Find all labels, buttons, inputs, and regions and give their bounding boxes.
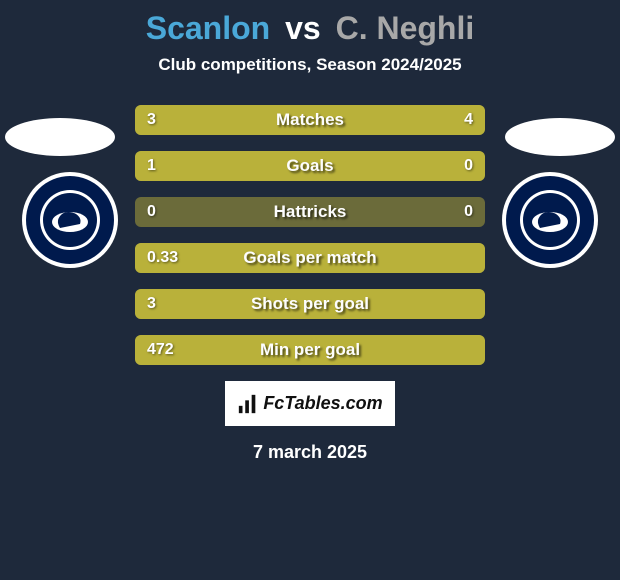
stat-row: Min per goal472 [135,335,485,365]
stat-value-left: 0 [147,197,156,227]
stat-row: Shots per goal3 [135,289,485,319]
stat-label: Shots per goal [135,289,485,319]
stat-value-left: 3 [147,289,156,319]
stat-label: Goals per match [135,243,485,273]
title-player-left: Scanlon [146,10,270,46]
club-badge-left [20,170,120,270]
branding-badge: FcTables.com [225,381,395,426]
title-player-right: C. Neghli [336,10,475,46]
page-title: Scanlon vs C. Neghli [0,10,620,47]
stat-value-left: 0.33 [147,243,178,273]
stat-value-left: 1 [147,151,156,181]
title-vs: vs [285,10,321,46]
stat-value-left: 3 [147,105,156,135]
stat-value-right: 0 [464,151,473,181]
stat-row: Matches3 4 [135,105,485,135]
player-left-avatar-placeholder [5,118,115,156]
stat-value-right: 4 [464,105,473,135]
subtitle: Club competitions, Season 2024/2025 [0,55,620,75]
branding-text: FcTables.com [263,393,382,414]
chart-icon [237,393,259,415]
stat-label: Goals [135,151,485,181]
stats-comparison-bars: Matches34Goals10Hattricks00Goals per mat… [135,105,485,365]
stat-label: Hattricks [135,197,485,227]
stat-row: Goals per match0.33 [135,243,485,273]
date-label: 7 march 2025 [0,442,620,463]
stat-row: Goals1 0 [135,151,485,181]
stat-label: Min per goal [135,335,485,365]
stat-value-right: 0 [464,197,473,227]
club-badge-right [500,170,600,270]
player-right-avatar-placeholder [505,118,615,156]
stat-value-left: 472 [147,335,174,365]
stat-label: Matches [135,105,485,135]
stat-row: Hattricks0 0 [135,197,485,227]
